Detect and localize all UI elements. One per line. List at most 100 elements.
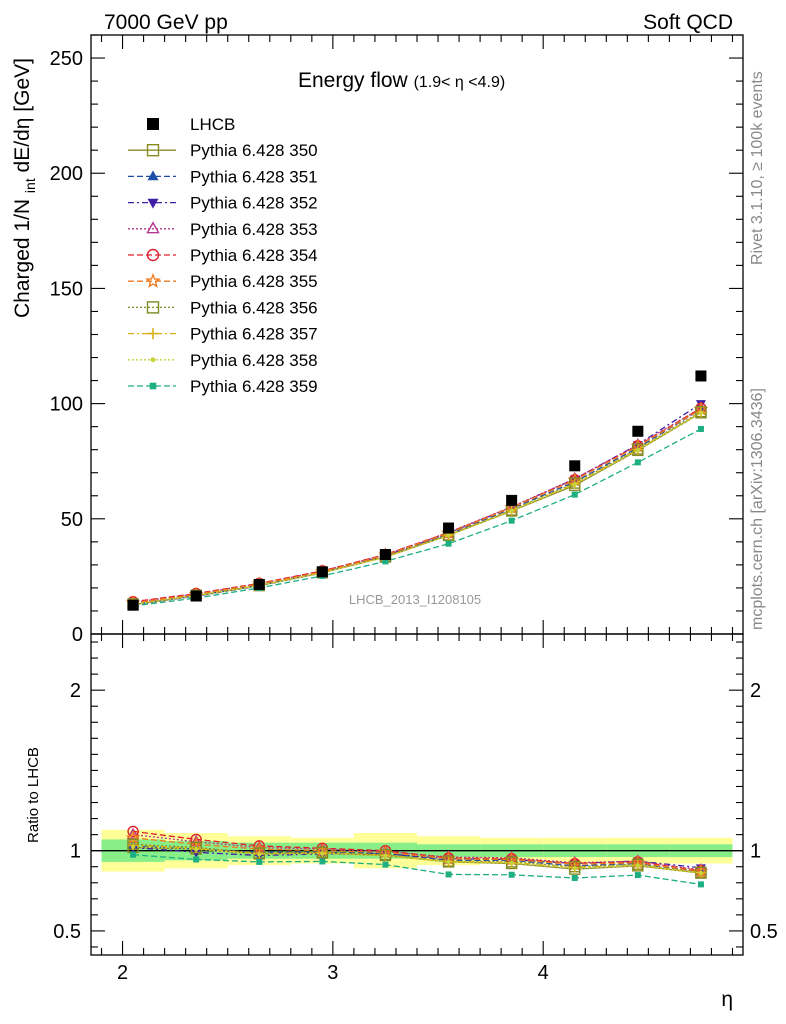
legend: LHCB Pythia 6.428 350 Pythia 6.428 351 Pyth… bbox=[128, 115, 318, 396]
ratio-series-point-9-3 bbox=[257, 851, 262, 857]
legend-label-data: LHCB bbox=[190, 115, 235, 134]
ratio-series-point-10-10 bbox=[697, 881, 704, 888]
mcplots-label: mcplots.cern.ch [arXiv:1306.3436] bbox=[749, 388, 766, 630]
ratio-series-line-5 bbox=[133, 830, 701, 872]
main-title: Energy flow (1.9< η <4.9) bbox=[298, 69, 505, 92]
ratio-ytick-label-right: 0.5 bbox=[750, 921, 778, 943]
main-series-line-8 bbox=[133, 411, 702, 605]
main-series-point-10-10 bbox=[697, 425, 704, 432]
ratio-series-point-9-9 bbox=[635, 863, 641, 868]
legend-label-7: Pythia 6.428 356 bbox=[190, 298, 318, 317]
main-ylabel-sub: int bbox=[22, 178, 38, 193]
main-title-sub: (1.9< η <4.9) bbox=[414, 74, 506, 91]
main-title-text: Energy flow bbox=[298, 69, 409, 92]
main-series-point-9-9 bbox=[635, 447, 641, 453]
ratio-series-line-10 bbox=[133, 854, 701, 886]
ratio-series-point-10-6 bbox=[445, 871, 452, 878]
data-point-3 bbox=[253, 578, 265, 590]
main-ytick-label: 50 bbox=[61, 509, 83, 531]
legend-label-4: Pythia 6.428 353 bbox=[190, 220, 318, 239]
data-point-2 bbox=[190, 590, 202, 602]
main-series-line-2 bbox=[133, 408, 702, 606]
main-series-point-10-7 bbox=[508, 517, 515, 524]
legend-marker-2 bbox=[147, 170, 159, 181]
main-series-line-9 bbox=[133, 412, 702, 606]
legend-marker-5 bbox=[146, 248, 160, 262]
legend-label-3: Pythia 6.428 352 bbox=[190, 194, 318, 213]
ratio-series-point-10-2 bbox=[193, 856, 200, 863]
legend-marker-3 bbox=[147, 198, 159, 209]
main-series-line-4 bbox=[133, 407, 702, 604]
main-ytick-label: 200 bbox=[50, 163, 83, 185]
data-point-9 bbox=[632, 425, 644, 437]
data-point-5 bbox=[379, 549, 391, 561]
ratio-series-point-9-7 bbox=[509, 860, 514, 866]
main-ylabel-text: Charged 1/N bbox=[11, 199, 34, 318]
legend-marker-6 bbox=[145, 272, 161, 288]
main-series-point-10-5 bbox=[382, 558, 389, 565]
main-series-line-5 bbox=[133, 407, 702, 603]
ratio-series-line-4 bbox=[133, 833, 701, 871]
main-series-line-3 bbox=[133, 403, 702, 606]
main-series-point-9-10 bbox=[698, 410, 704, 416]
ratio-series-point-10-1 bbox=[130, 851, 137, 858]
ratio-series-point-9-6 bbox=[446, 859, 451, 865]
main-ytick-label: 250 bbox=[50, 48, 83, 70]
data-point-10 bbox=[695, 370, 707, 382]
legend-marker-7 bbox=[146, 301, 160, 314]
ratio-series-point-10-5 bbox=[382, 861, 389, 868]
main-series-line-10 bbox=[133, 428, 702, 607]
data-point-6 bbox=[443, 522, 455, 534]
data-point-1 bbox=[127, 599, 139, 611]
main-series-point-9-6 bbox=[446, 533, 451, 538]
header-left: 7000 GeV pp bbox=[104, 11, 228, 34]
rivet-label: Rivet 3.1.10, ≥ 100k events bbox=[749, 71, 766, 265]
main-series-line-1 bbox=[133, 412, 702, 606]
main-series-line-6 bbox=[133, 408, 702, 604]
ratio-frame bbox=[90, 633, 744, 956]
header-right: Soft QCD bbox=[643, 11, 733, 34]
xtick-label: 4 bbox=[538, 962, 549, 984]
legend-label-10: Pythia 6.428 359 bbox=[190, 377, 318, 396]
ratio-series-line-9 bbox=[133, 846, 701, 874]
ratio-series-point-4-1 bbox=[126, 827, 140, 839]
ratio-series-point-3-2 bbox=[191, 848, 202, 858]
legend-label-1: Pythia 6.428 350 bbox=[190, 141, 318, 160]
ratio-series-point-10-4 bbox=[319, 858, 326, 865]
main-series-point-10-9 bbox=[634, 459, 641, 466]
data-point-8 bbox=[569, 460, 581, 472]
ratio-series-point-10-8 bbox=[571, 874, 578, 881]
data-point-4 bbox=[316, 566, 328, 578]
legend-marker-9 bbox=[150, 357, 156, 363]
ratio-series-point-9-5 bbox=[383, 853, 388, 859]
legend-label-6: Pythia 6.428 355 bbox=[190, 272, 318, 291]
main-series-point-9-7 bbox=[509, 508, 514, 514]
legend-marker-data bbox=[147, 118, 159, 130]
ratio-ylabel: Ratio to LHCB bbox=[25, 747, 42, 843]
main-ytick-label: 150 bbox=[50, 278, 83, 300]
xtick-label: 2 bbox=[117, 962, 128, 984]
legend-marker-8 bbox=[147, 328, 159, 340]
main-series-point-9-8 bbox=[572, 482, 577, 487]
xtick-label: 3 bbox=[327, 962, 338, 984]
ratio-series-point-9-4 bbox=[320, 851, 325, 856]
ratio-series-point-10-3 bbox=[256, 858, 263, 865]
legend-label-2: Pythia 6.428 351 bbox=[190, 167, 318, 186]
ratio-series-point-5-1 bbox=[127, 825, 139, 838]
ratio-ytick-label-left: 1 bbox=[70, 841, 81, 863]
main-ytick-label: 100 bbox=[50, 394, 83, 416]
legend-marker-10 bbox=[149, 382, 157, 390]
watermark: LHCB_2013_I1208105 bbox=[349, 592, 481, 607]
legend-marker-4 bbox=[146, 221, 160, 234]
legend-label-5: Pythia 6.428 354 bbox=[190, 246, 318, 265]
main-series-line-7 bbox=[133, 411, 702, 605]
ratio-series-point-9-10 bbox=[698, 870, 704, 876]
ratio-series-line-6 bbox=[133, 837, 701, 873]
ratio-ytick-label-right: 1 bbox=[750, 841, 761, 863]
ratio-series-point-10-7 bbox=[508, 871, 515, 878]
ratio-panel: 0.5 0.5 1 1 2 2 2 3 4 bbox=[53, 633, 778, 984]
ratio-series-point-9-1 bbox=[130, 844, 136, 849]
legend-marker-1 bbox=[146, 143, 160, 157]
legend-label-8: Pythia 6.428 357 bbox=[190, 325, 318, 344]
